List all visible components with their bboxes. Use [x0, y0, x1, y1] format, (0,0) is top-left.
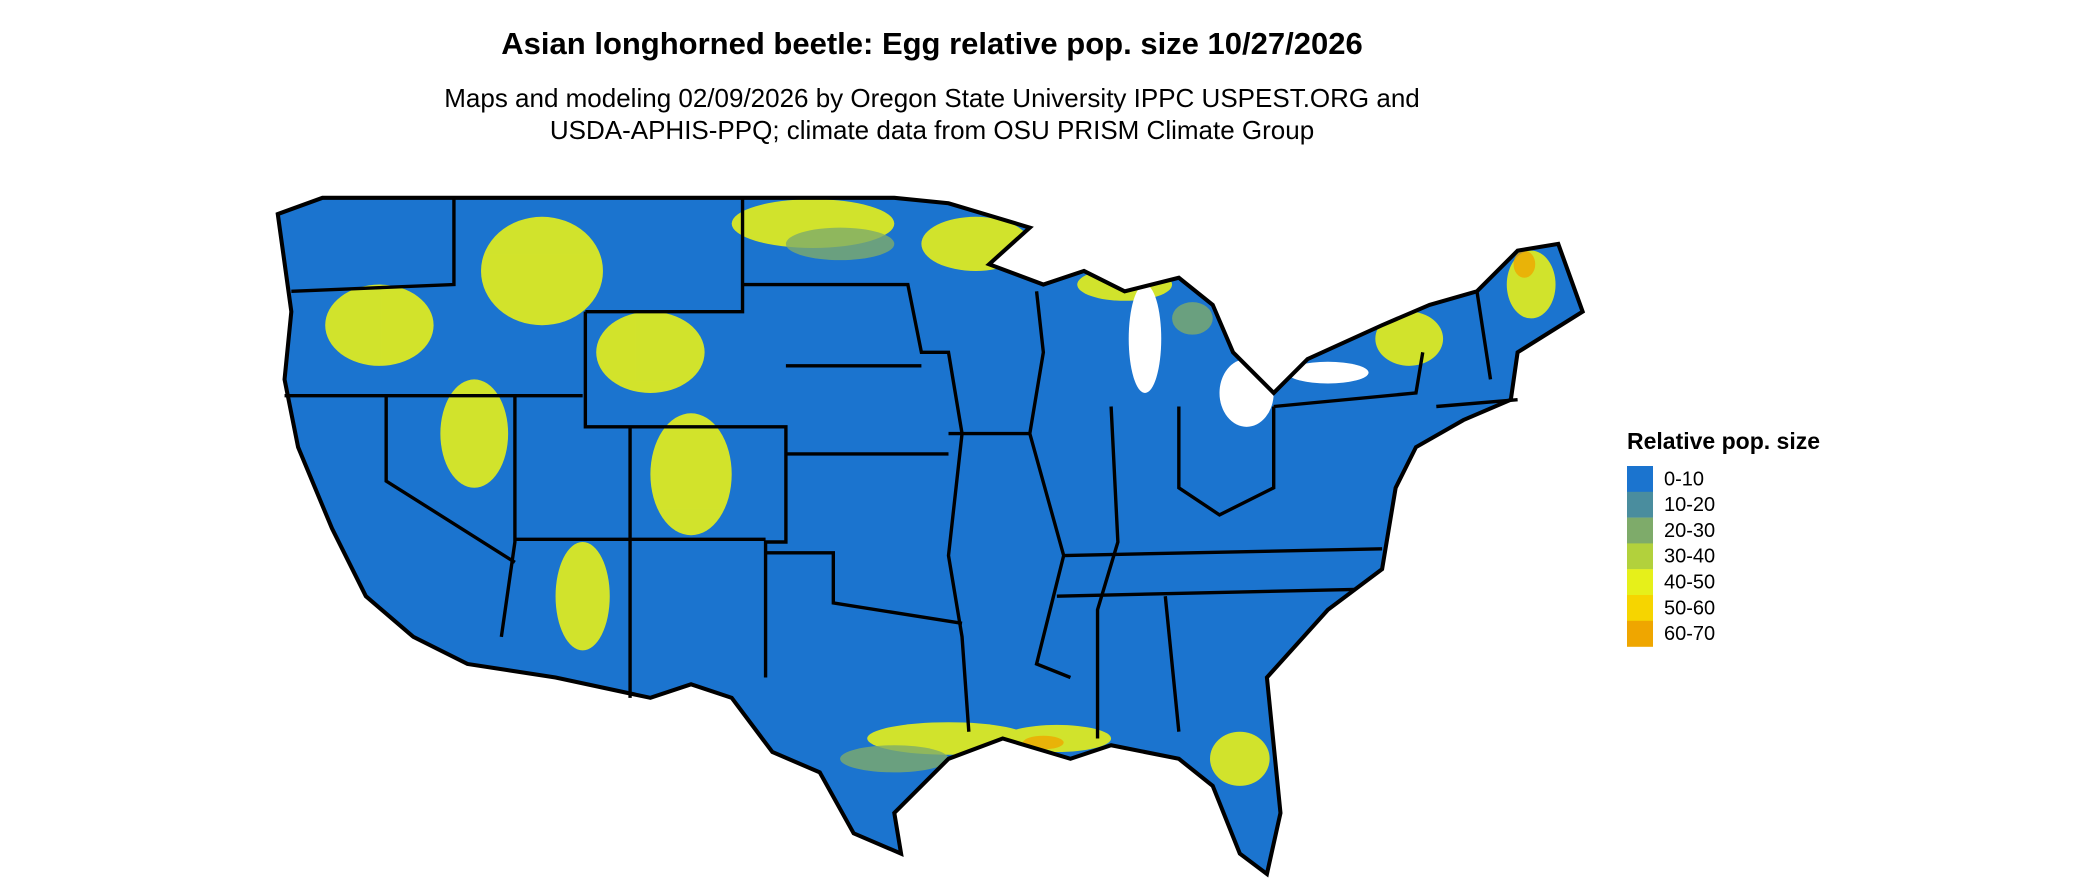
legend-label: 40-50	[1664, 571, 1715, 593]
legend-label: 10-20	[1664, 494, 1715, 516]
legend: 0-10 10-20 20-30 30-40 40-50 50-60 60-70	[1627, 466, 1715, 647]
legend-swatch	[1627, 543, 1653, 570]
legend-swatch	[1627, 517, 1653, 544]
legend-swatch	[1627, 620, 1653, 647]
legend-label: 20-30	[1664, 520, 1715, 542]
legend-label: 30-40	[1664, 546, 1715, 568]
us-map	[275, 195, 1586, 878]
subtitle: Maps and modeling 02/09/2026 by Oregon S…	[444, 83, 1420, 113]
legend-swatch	[1627, 491, 1653, 518]
legend-swatch	[1627, 466, 1653, 492]
legend-title: Relative pop. size	[1627, 428, 1820, 454]
subtitle: USDA-APHIS-PPQ; climate data from OSU PR…	[550, 115, 1314, 145]
legend-swatch	[1627, 569, 1653, 596]
legend-label: 0-10	[1664, 468, 1704, 490]
legend-label: 60-70	[1664, 623, 1715, 645]
legend-label: 50-60	[1664, 597, 1715, 619]
legend-swatch	[1627, 595, 1653, 621]
title: Asian longhorned beetle: Egg relative po…	[501, 26, 1362, 61]
